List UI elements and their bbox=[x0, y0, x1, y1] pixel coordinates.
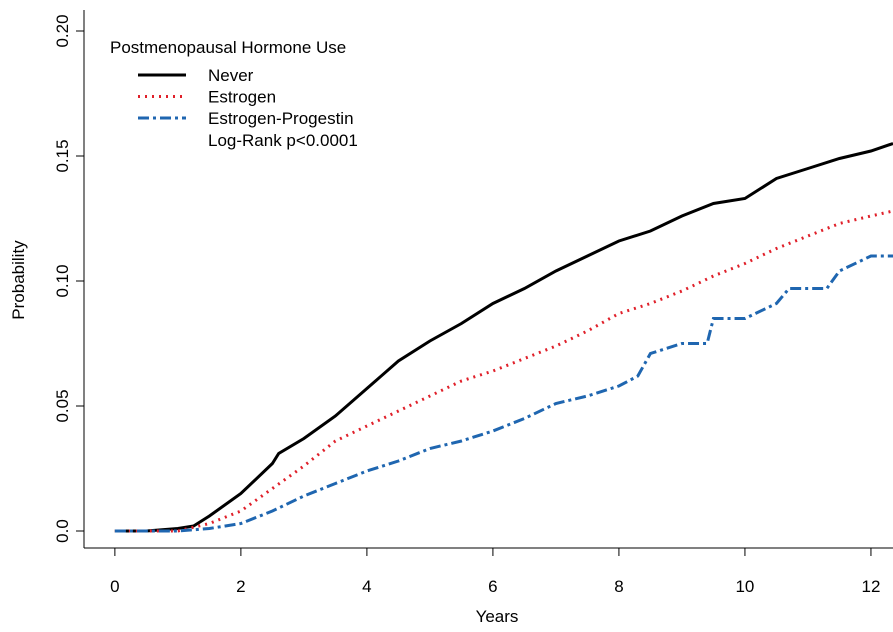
x-tick-label: 12 bbox=[861, 577, 880, 596]
x-tick-label: 0 bbox=[110, 577, 119, 596]
legend-label: Estrogen-Progestin bbox=[208, 109, 354, 128]
y-tick-label: 0.0 bbox=[53, 519, 72, 543]
annotation: Log-Rank p<0.0001 bbox=[208, 131, 358, 150]
x-tick-label: 10 bbox=[735, 577, 754, 596]
x-tick-label: 6 bbox=[488, 577, 497, 596]
y-tick-label: 0.05 bbox=[53, 389, 72, 422]
legend-label: Estrogen bbox=[208, 88, 276, 107]
legend-title: Postmenopausal Hormone Use bbox=[110, 38, 346, 57]
y-tick-label: 0.20 bbox=[53, 14, 72, 47]
x-tick-label: 4 bbox=[362, 577, 371, 596]
x-tick-label: 2 bbox=[236, 577, 245, 596]
series-line bbox=[114, 142, 893, 533]
y-tick-label: 0.10 bbox=[53, 264, 72, 297]
legend-label: Never bbox=[208, 66, 254, 85]
y-axis-label: Probability bbox=[9, 240, 28, 320]
y-tick-label: 0.15 bbox=[53, 139, 72, 172]
x-tick-label: 8 bbox=[614, 577, 623, 596]
series-line bbox=[114, 209, 893, 533]
x-axis-label: Years bbox=[476, 607, 519, 626]
series-line bbox=[114, 254, 893, 533]
